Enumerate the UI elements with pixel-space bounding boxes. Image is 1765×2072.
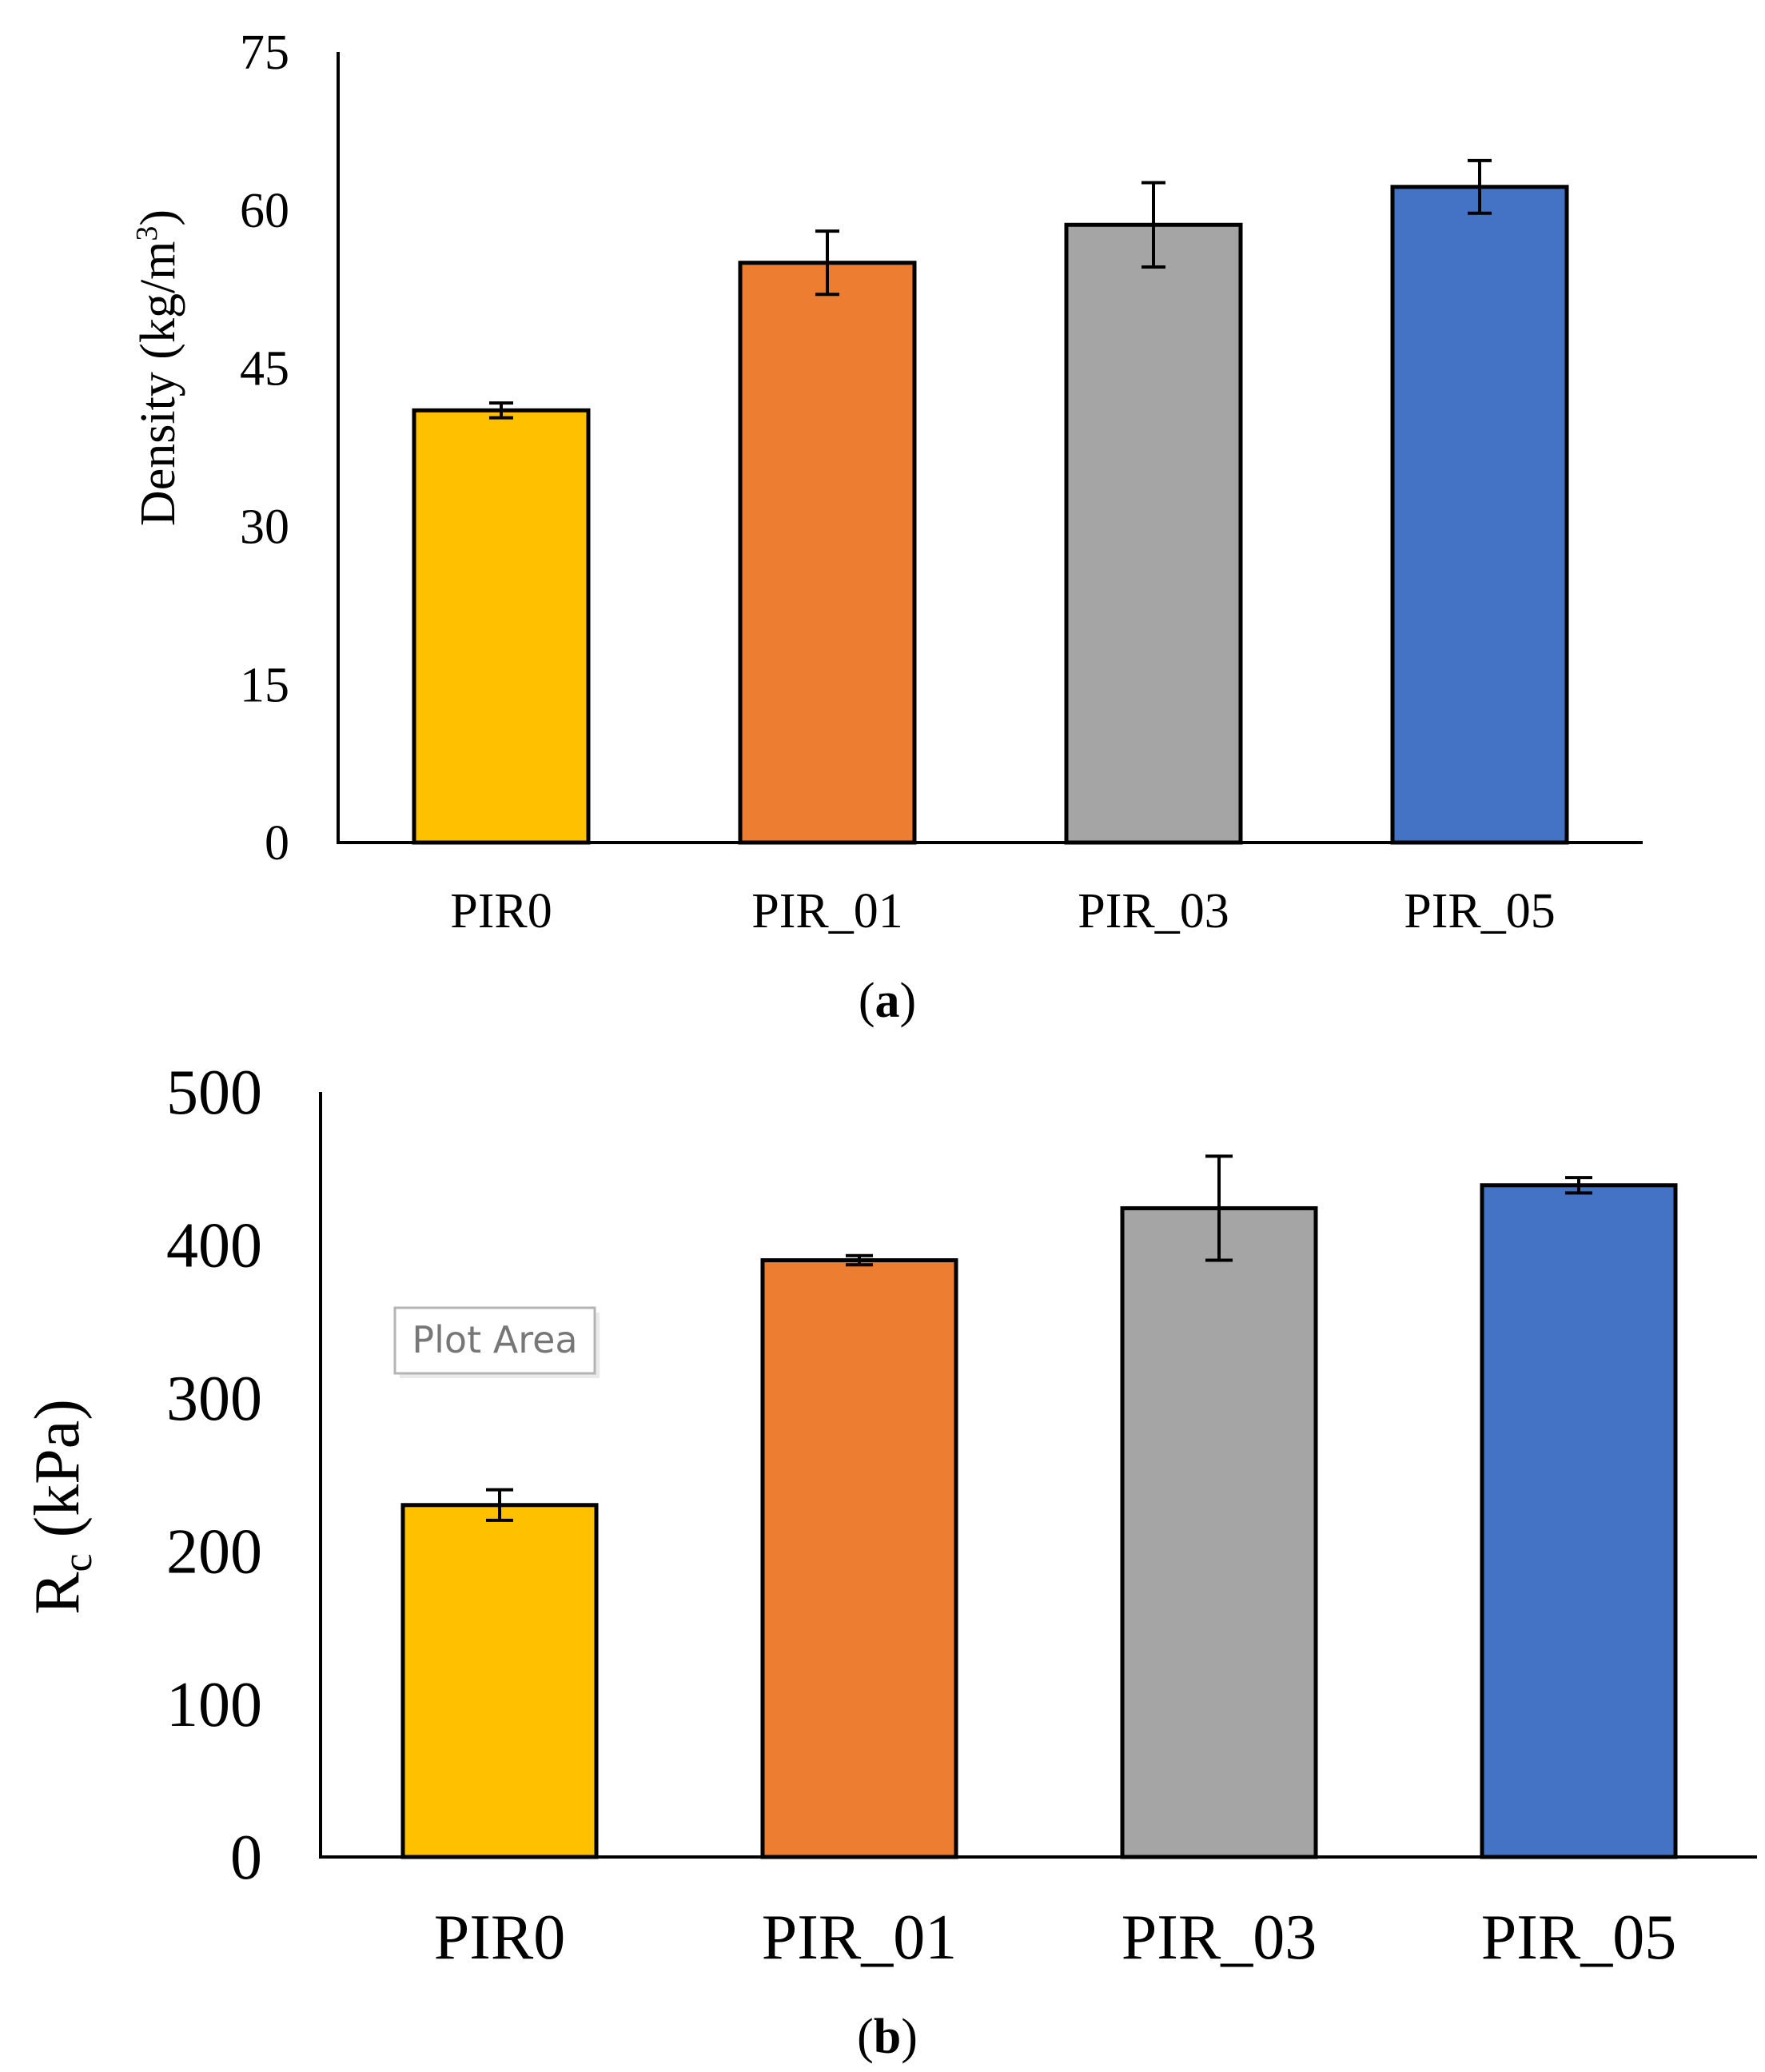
chart-b-caption-letter: b [874,2010,901,2064]
chart-b-y-tick-label: 200 [166,1516,262,1587]
chart-b-y-axis-label: Rc (kPa) [22,1399,101,1615]
plot-area-tooltip-text: Plot Area [412,1318,577,1361]
chart-a-error-bar [1468,158,1492,215]
chart-a-error-bars [489,158,1492,420]
chart-b-x-tick-label: PIR_03 [1122,1903,1317,1973]
chart-b-error-bar [1565,1176,1592,1195]
chart-b-error-bars [486,1154,1592,1522]
chart-a-error-bar [815,229,839,297]
chart-a-y-ticks: 0 15 30 45 60 75 [240,26,289,871]
chart-a-x-tick-label: PIR_01 [751,884,902,938]
chart-b-bar-pir0 [400,1503,599,1859]
chart-a-y-axis-label-close: ) [131,209,185,226]
chart-a-caption: (a) [859,974,916,1028]
chart-b-y-tick-label: 500 [166,1058,262,1128]
chart-a-y-tick-label: 0 [265,816,289,871]
chart-a-bar-pir0 [412,408,591,845]
chart-b-bar-pir03 [1120,1205,1318,1859]
chart-b-error-bar [1205,1154,1233,1262]
chart-b-error-bar [486,1488,513,1522]
chart-a-x-ticks: PIR0 PIR_01 PIR_03 PIR_05 [450,884,1555,938]
chart-a-y-tick-label: 30 [240,500,289,554]
chart-a-y-tick-label: 45 [240,342,289,396]
chart-a-bars [412,185,1569,845]
chart-b-y-axis-label-sub: c [55,1553,101,1572]
chart-b-bars [400,1183,1678,1859]
chart-a-caption-letter: a [875,974,900,1028]
chart-a-x-tick-label: PIR_05 [1404,884,1555,938]
chart-a-y-tick-label: 15 [240,658,289,712]
svg-text:Density (kg/m3): Density (kg/m3) [130,209,185,526]
chart-a-bar-pir01 [738,261,917,845]
chart-b-y-tick-label: 300 [166,1364,262,1434]
chart-b-error-bar [846,1253,873,1267]
chart-a-x-tick-label: PIR0 [450,884,552,938]
chart-a-error-bar [489,401,513,420]
chart-a-y-axis-label-sup: 3 [130,226,164,241]
chart-b-caption: (b) [857,2010,918,2064]
chart-b-x-tick-label: PIR_01 [762,1903,958,1973]
chart-a-y-axis-label-main: Density (kg/m [131,241,185,526]
chart-b-bar-pir05 [1480,1183,1678,1859]
chart-b-y-tick-label: 0 [230,1823,262,1893]
chart-a-bar-pir05 [1390,185,1569,845]
chart-b-axes [319,1092,1757,1859]
chart-a-y-tick-label: 60 [240,184,289,238]
chart-b-y-axis-label-unit: (kPa) [22,1399,93,1553]
chart-b-x-tick-label: PIR_05 [1481,1903,1677,1973]
chart-b-y-ticks: 0 100 200 300 400 500 [166,1058,262,1893]
plot-area-tooltip: Plot Area [393,1306,600,1378]
chart-b-y-tick-label: 100 [166,1670,262,1740]
chart-a-axes [337,52,1643,844]
chart-b-x-ticks: PIR0 PIR_01 PIR_03 PIR_05 [434,1903,1677,1973]
chart-a-x-tick-label: PIR_03 [1078,884,1229,938]
chart-a-y-tick-label: 75 [240,26,289,80]
chart-a-error-bar [1141,181,1165,269]
svg-text:Rc (kPa): Rc (kPa) [22,1399,101,1615]
chart-a-y-axis-label: Density (kg/m3) [130,209,185,526]
chart-b-y-tick-label: 400 [166,1211,262,1281]
chart-b: Rc (kPa) 0 100 200 300 400 500 PIR0 PIR_01 PIR_… [22,1058,1757,2064]
chart-b-bar-pir01 [760,1258,958,1859]
chart-b-y-axis-label-main: R [22,1572,93,1615]
chart-b-x-tick-label: PIR0 [434,1903,566,1973]
chart-a-bar-pir03 [1064,222,1243,845]
